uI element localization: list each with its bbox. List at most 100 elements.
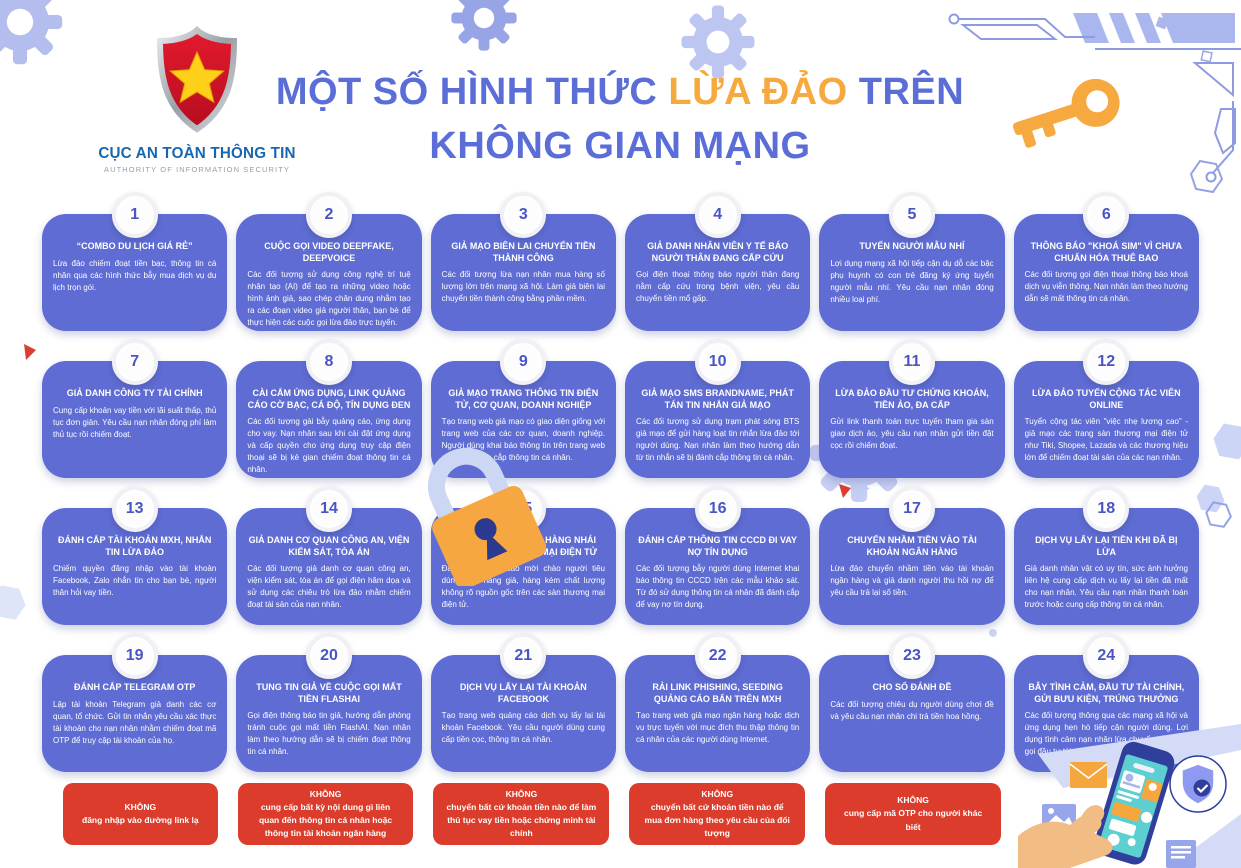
card-title: CUỘC GỌI VIDEO DEEPFAKE, DEEPVOICE	[264, 241, 394, 263]
card-description: Gọi điện thông báo tin giả, hướng dẫn ph…	[247, 711, 411, 757]
card-number: 13	[125, 500, 144, 517]
warning-text: cung cấp mã OTP cho người khác biết	[844, 808, 983, 832]
key-icon	[1000, 61, 1137, 168]
card-description: Các đối tượng sử dụng trạm phát sóng BTS…	[635, 417, 800, 463]
warning-lead: KHÔNG	[124, 801, 157, 812]
scam-card: 16 ĐÁNH CẮP THÔNG TIN CCCD ĐI VAY NỢ TÍN…	[624, 486, 811, 629]
card-number-badge: 13	[111, 486, 158, 532]
card-description: Gọi điện thoại thông báo người thân đang…	[635, 270, 800, 304]
warning-text: đăng nhập vào đường link lạ	[82, 815, 199, 825]
hexagon-decoration	[1210, 420, 1241, 464]
card-number: 6	[1101, 206, 1111, 223]
scam-card: 6 THÔNG BÁO "KHOÁ SIM" VÌ CHƯA CHUẨN HÓA…	[1013, 192, 1199, 335]
card-number-badge: 12	[1083, 339, 1130, 385]
gear-icon	[0, 0, 64, 66]
card-description: Lừa đảo chuyển nhầm tiền vào tài khoản n…	[830, 564, 994, 598]
card-panel: GIẢ MẠO SMS BRANDNAME, PHÁT TÁN TIN NHẮN…	[624, 361, 811, 478]
warning-lead: KHÔNG	[505, 788, 538, 799]
scam-card: 8 CÀI CẮM ỨNG DỤNG, LINK QUẢNG CÁO CỜ BẠ…	[236, 339, 422, 482]
warning-box: KHÔNG đăng nhập vào đường link lạ	[63, 783, 218, 845]
warning-box: KHÔNG chuyển bất cứ khoản tiền nào để là…	[433, 783, 610, 845]
phone-illustration	[1018, 722, 1241, 868]
card-description: Đăng tải quảng cáo mời chào người tiêu d…	[441, 564, 605, 610]
card-number: 14	[320, 500, 338, 517]
card-number-badge: 4	[694, 192, 741, 238]
card-number-badge: 23	[888, 633, 935, 679]
card-description: Tạo trang web giả mạo có giao diện giống…	[441, 417, 605, 463]
card-number-badge: 16	[694, 486, 741, 532]
title-highlight: LỪA ĐẢO	[668, 71, 848, 113]
card-title: “COMBO DU LỊCH GIÁ RẺ”	[76, 241, 193, 251]
card-description: Chiếm quyền đăng nhập vào tài khoản Face…	[53, 564, 217, 598]
scam-card: 13 ĐÁNH CẮP TÀI KHOẢN MXH, NHẮN TIN LỪA …	[42, 486, 228, 629]
org-logo: CỤC AN TOÀN THÔNG TIN AUTHORITY OF INFOR…	[82, 25, 312, 174]
hexagon-decoration	[1204, 500, 1234, 530]
scam-card: 18 DỊCH VỤ LẤY LẠI TIỀN KHI ĐÃ BỊ LỪA Gi…	[1013, 486, 1199, 629]
card-title: LỪA ĐẢO ĐẦU TƯ CHỨNG KHOÁN, TIỀN ẢO, ĐA …	[835, 388, 989, 410]
card-title: DỊCH VỤ LẤY LẠI TIỀN KHI ĐÃ BỊ LỪA	[1035, 535, 1178, 557]
square-outline-decoration	[1200, 50, 1214, 64]
gear-icon	[450, 0, 518, 52]
card-title: TUYỂN NGƯỜI MẪU NHÍ	[859, 241, 965, 251]
warning-lead: KHÔNG	[701, 788, 734, 799]
card-description: Lừa đảo chiếm đoạt tiền bạc, thông tin c…	[53, 258, 217, 292]
card-title: CHUYỂN NHẦM TIỀN VÀO TÀI KHOẢN NGÂN HÀNG	[847, 535, 977, 557]
card-number-badge: 21	[500, 633, 547, 679]
card-number: 23	[903, 647, 921, 664]
card-description: Tạo trang web giả mạo ngân hàng hoặc dịc…	[635, 711, 800, 745]
card-number: 4	[713, 206, 723, 223]
card-panel: RẢI LINK PHISHING, SEEDING QUẢNG CÁO BẨN…	[624, 655, 811, 772]
scam-card: 21 DỊCH VỤ LẤY LẠI TÀI KHOẢN FACEBOOK Tạ…	[430, 633, 616, 776]
card-description: Các đối tượng gài bẫy quảng cáo, ứng dụn…	[247, 417, 411, 475]
title-part2: TRÊN	[847, 71, 965, 113]
title-line2: KHÔNG GIAN MẠNG	[429, 124, 811, 167]
hexagon-decoration	[1194, 482, 1228, 516]
card-title: ĐÁNH CẮP TELEGRAM OTP	[73, 682, 196, 692]
scam-card: 12 LỪA ĐẢO TUYỂN CỘNG TÁC VIÊN ONLINE Tu…	[1013, 339, 1199, 482]
card-title: LỪA ĐẢO TUYỂN CỘNG TÁC VIÊN ONLINE	[1032, 388, 1181, 410]
card-number: 2	[324, 206, 334, 223]
card-description: Các đối tượng bẫy người dùng Internet kh…	[635, 564, 800, 610]
card-panel: TUYỂN NGƯỜI MẪU NHÍ Lợi dụng mạng xã hội…	[819, 214, 1005, 331]
scam-card: 11 LỪA ĐẢO ĐẦU TƯ CHỨNG KHOÁN, TIỀN ẢO, …	[819, 339, 1005, 482]
warning-text: chuyển bất cứ khoản tiền nào để làm thủ …	[446, 801, 597, 839]
card-number: 17	[903, 500, 921, 517]
scam-card: 9 GIẢ MẠO TRANG THÔNG TIN ĐIỆN TỬ, CƠ QU…	[430, 339, 616, 482]
smartphone	[1094, 741, 1175, 865]
card-number-badge: 9	[500, 339, 547, 385]
card-number-badge: 24	[1083, 633, 1130, 679]
card-number: 10	[708, 353, 727, 370]
scam-card: 10 GIẢ MẠO SMS BRANDNAME, PHÁT TÁN TIN N…	[624, 339, 811, 482]
scam-card: 1 “COMBO DU LỊCH GIÁ RẺ” Lừa đảo chiếm đ…	[42, 192, 228, 335]
card-panel: CHUYỂN NHẦM TIỀN VÀO TÀI KHOẢN NGÂN HÀNG…	[819, 508, 1005, 625]
scam-card: 19 ĐÁNH CẮP TELEGRAM OTP Lập tài khoản T…	[42, 633, 228, 776]
org-subtitle: AUTHORITY OF INFORMATION SECURITY	[103, 165, 291, 174]
scam-card: 22 RẢI LINK PHISHING, SEEDING QUẢNG CÁO …	[624, 633, 811, 776]
shield-logo-icon	[82, 25, 312, 139]
card-description: Cung cấp khoản vay tiền với lãi suất thấ…	[53, 405, 217, 439]
card-number-badge: 14	[305, 486, 352, 532]
card-title: ĐÁNH CẮP TÀI KHOẢN MXH, NHẮN TIN LỪA ĐẢO	[57, 535, 212, 557]
card-number: 16	[708, 500, 727, 517]
card-title: DỊCH VỤ LẤY LẠI TÀI KHOẢN FACEBOOK	[459, 682, 587, 704]
card-number-badge: 11	[888, 339, 935, 385]
card-description: Lợi dụng mạng xã hội tiếp cận dụ dỗ các …	[830, 258, 994, 304]
warning-box: KHÔNG cung cấp bất kỳ nội dung gì liên q…	[237, 783, 414, 845]
card-number-badge: 10	[694, 339, 741, 385]
diamond-decoration	[1155, 16, 1169, 30]
card-number-badge: 5	[888, 192, 935, 238]
shield-check-badge	[1169, 755, 1227, 813]
card-number: 11	[903, 353, 921, 370]
card-title: GIẢ MẠO SMS BRANDNAME, PHÁT TÁN TIN NHẮN…	[641, 388, 794, 410]
card-panel: GIẢ DANH CÔNG TY TÀI CHÍNH Cung cấp khoả…	[42, 361, 228, 478]
card-title: GIẢ DANH CƠ QUAN CÔNG AN, VIỆN KIỂM SÁT,…	[248, 535, 410, 557]
card-title: CHO SỐ ĐÁNH ĐỀ	[872, 682, 952, 692]
card-title: GIẢ MẠO TRANG THÔNG TIN ĐIỆN TỬ, CƠ QUAN…	[448, 388, 599, 410]
circuit-frame-decoration	[945, 5, 1241, 190]
card-description: Tạo trang web quảng cáo dịch vụ lấy lại …	[441, 711, 605, 745]
card-number: 12	[1097, 353, 1116, 370]
card-number: 18	[1097, 500, 1116, 517]
card-number-badge: 22	[694, 633, 741, 679]
warning-box: KHÔNG chuyển bất cứ khoản tiền nào để mu…	[629, 783, 806, 845]
